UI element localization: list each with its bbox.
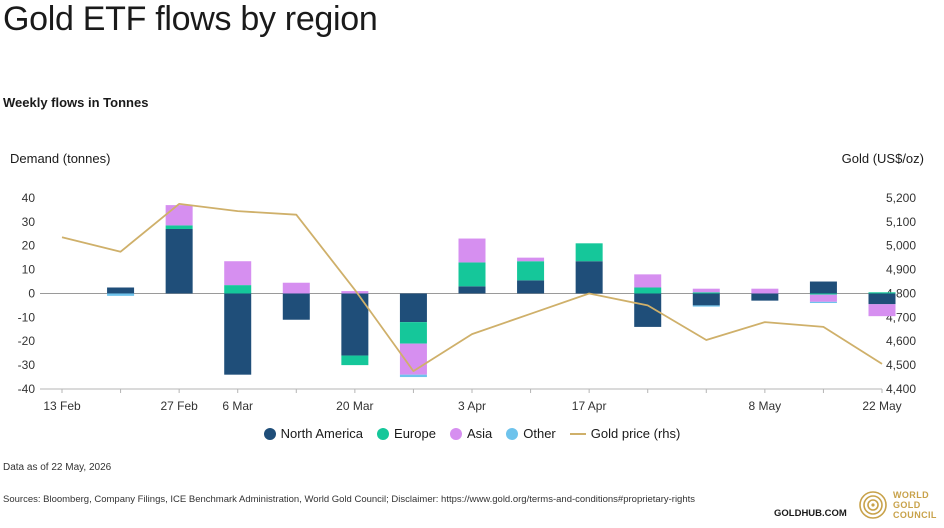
bar-europe (868, 292, 896, 294)
y2-tick-label: 5,000 (886, 239, 916, 253)
wgc-rings-icon (859, 491, 887, 519)
legend-swatch (449, 427, 462, 440)
bar-europe (634, 287, 662, 294)
bar-asia (341, 291, 369, 294)
legend-label: Asia (466, 426, 493, 441)
bar-north-america (575, 261, 603, 294)
bar-north-america (458, 286, 486, 294)
bar-other (692, 305, 720, 307)
bar-europe (399, 322, 427, 344)
bar-north-america (751, 293, 779, 301)
bar-other (107, 293, 135, 296)
y-tick-label: 30 (22, 215, 36, 229)
x-tick-label: 3 Apr (458, 399, 486, 413)
bar-europe (809, 293, 837, 295)
x-tick-label: 20 Mar (336, 399, 373, 413)
legend-label: North America (280, 426, 364, 441)
legend-item: North America (263, 426, 364, 441)
bar-europe (575, 243, 603, 262)
y-tick-label: -10 (18, 310, 36, 324)
bar-asia (517, 257, 545, 262)
bar-asia (868, 304, 896, 317)
bar-europe (692, 292, 720, 294)
bar-europe (341, 355, 369, 366)
wgc-wordmark: WORLD GOLD COUNCIL (893, 490, 937, 520)
legend-label: Europe (394, 426, 436, 441)
bar-north-america (165, 228, 193, 294)
legend-item: Other (506, 426, 556, 441)
right-axis-title: Gold (US$/oz) (841, 151, 924, 166)
bar-asia (634, 274, 662, 288)
bar-north-america (107, 287, 135, 294)
bar-north-america (224, 293, 252, 375)
bar-north-america (692, 293, 720, 306)
y2-tick-label: 5,200 (886, 191, 916, 205)
legend-swatch (506, 427, 519, 440)
bar-europe (224, 285, 252, 294)
y-tick-label: -40 (18, 382, 36, 396)
y2-tick-label: 4,500 (886, 358, 916, 372)
bar-asia (809, 294, 837, 302)
chart-legend: North America Europe Asia Other Gold price (… (0, 426, 944, 441)
x-tick-label: 8 May (749, 399, 782, 413)
y-tick-label: 10 (22, 263, 36, 277)
legend-swatch (263, 427, 276, 440)
x-tick-label: 6 Mar (222, 399, 253, 413)
bar-asia (692, 288, 720, 293)
sources-note: Sources: Bloomberg, Company Filings, ICE… (3, 494, 696, 505)
bar-other (809, 301, 837, 304)
legend-item: Gold price (rhs) (569, 426, 681, 441)
legend-swatch (377, 427, 390, 440)
bar-north-america (517, 280, 545, 294)
y2-tick-label: 4,600 (886, 334, 916, 348)
legend-swatch (569, 432, 586, 435)
legend-item: Europe (377, 426, 436, 441)
bar-other (399, 374, 427, 378)
chart-plot: -40-30-20-100102030404,4004,5004,6004,70… (18, 191, 917, 413)
bar-north-america (868, 293, 896, 305)
bar-north-america (399, 293, 427, 323)
bar-europe (517, 261, 545, 281)
legend-label: Gold price (rhs) (590, 426, 681, 441)
gold-price-line (61, 202, 883, 373)
bar-asia (751, 288, 779, 294)
legend-item: Asia (449, 426, 493, 441)
y-tick-label: 40 (22, 191, 36, 205)
bar-asia (458, 238, 486, 263)
bar-europe (458, 262, 486, 287)
goldhub-link[interactable]: GOLDHUB.COM (774, 508, 847, 519)
x-tick-label: 22 May (862, 399, 901, 413)
x-tick-label: 17 Apr (572, 399, 607, 413)
bar-asia (282, 282, 310, 294)
legend-label: Other (523, 426, 556, 441)
x-tick-label: 27 Feb (160, 399, 198, 413)
data-note: Data as of 22 May, 2026 (3, 462, 112, 473)
chart-subtitle: Weekly flows in Tonnes (3, 95, 149, 110)
bar-north-america (282, 293, 310, 320)
y2-tick-label: 4,900 (886, 263, 916, 277)
y-tick-label: 20 (22, 239, 36, 253)
left-axis-title: Demand (tonnes) (10, 151, 111, 166)
bar-north-america (809, 281, 837, 294)
x-tick-label: 13 Feb (43, 399, 81, 413)
y-tick-label: 0 (28, 286, 35, 300)
y2-tick-label: 4,400 (886, 382, 916, 396)
y2-tick-label: 5,100 (886, 215, 916, 229)
bar-europe (165, 225, 193, 229)
wgc-logo: WORLD GOLD COUNCIL (858, 490, 937, 520)
bar-asia (165, 205, 193, 226)
y-tick-label: -20 (18, 334, 36, 348)
chart-title: Gold ETF flows by region (3, 0, 378, 38)
bar-asia (224, 261, 252, 286)
y-tick-label: -30 (18, 358, 36, 372)
